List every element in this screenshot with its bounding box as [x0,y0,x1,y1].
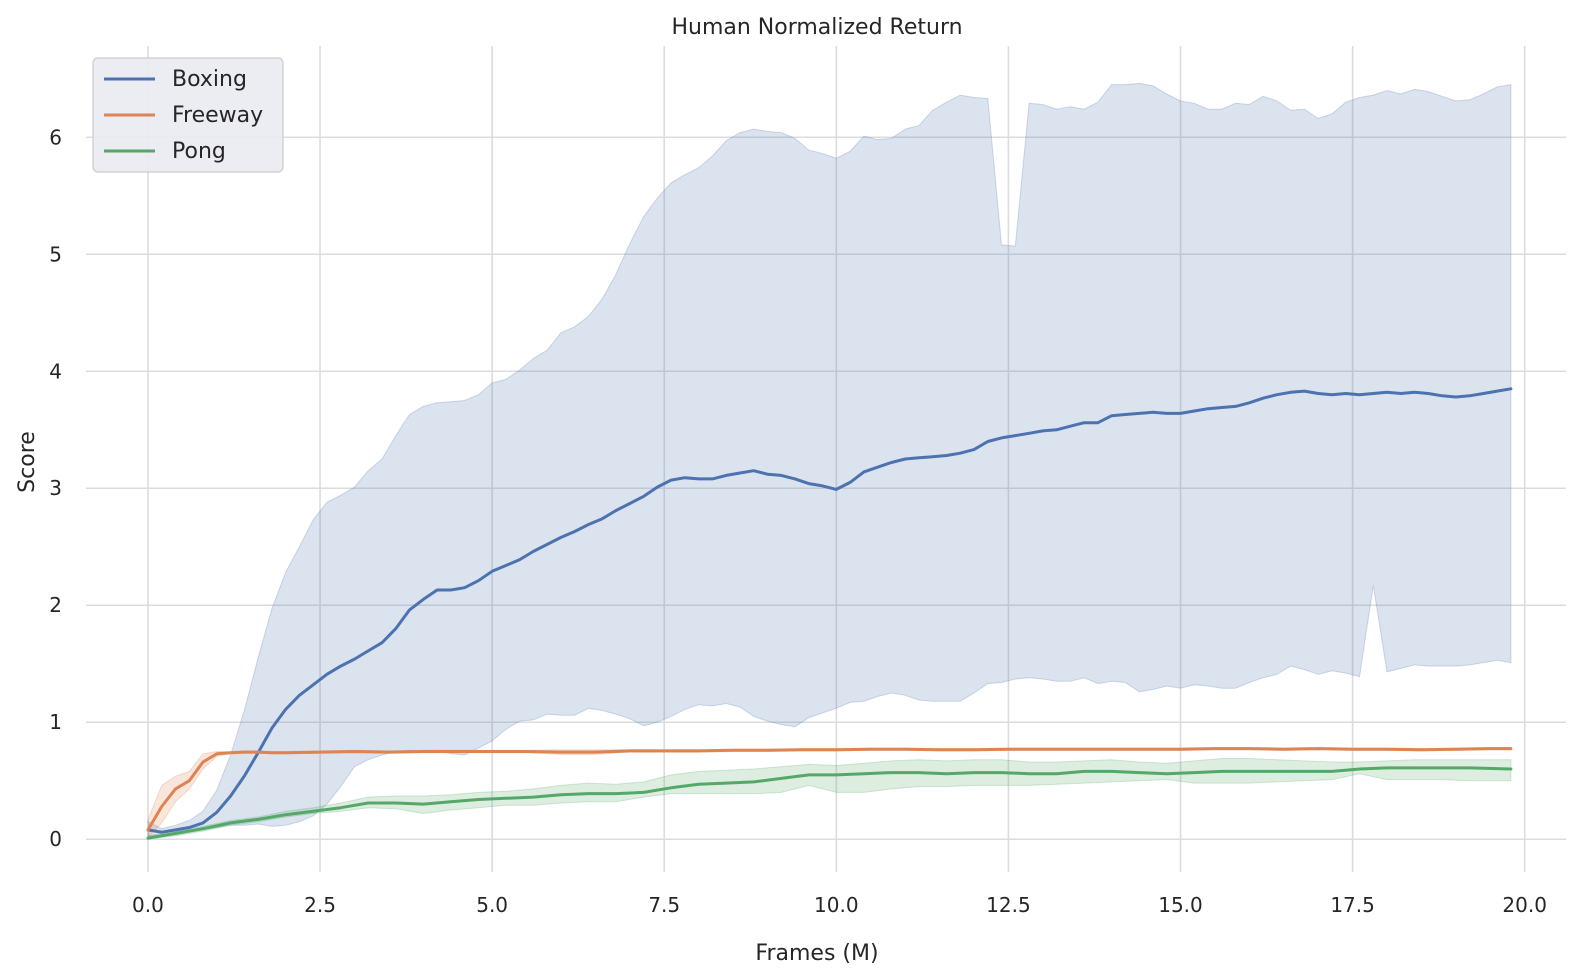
legend-box [92,57,284,173]
x-tick-label: 7.5 [648,893,680,917]
y-tick-label: 0 [49,827,62,851]
x-tick-label: 5.0 [476,893,508,917]
x-tick-label: 2.5 [304,893,336,917]
y-tick-label: 4 [49,359,62,383]
freeway-line [146,747,1513,832]
y-tick-label: 6 [49,125,62,149]
y-tick-label: 3 [49,476,62,500]
pong-line [146,766,1513,840]
series-lines [146,387,1513,840]
boxing-confidence-band [147,82,1512,837]
confidence-bands [147,82,1512,840]
y-tick-label: 1 [49,710,62,734]
x-tick-label: 10.0 [814,893,859,917]
y-tick-label: 5 [49,242,62,266]
y-axis-ticks: 0 1 2 3 4 5 6 [49,125,62,851]
x-axis-label: Frames (M) [755,941,878,966]
x-axis-ticks: 0.0 2.5 5.0 7.5 10.0 12.5 15.0 17.5 20.0 [132,893,1547,917]
x-tick-label: 15.0 [1158,893,1203,917]
x-tick-label: 20.0 [1502,893,1547,917]
boxing-line [146,387,1513,834]
legend-label-freeway: Freeway [172,103,263,128]
y-tick-label: 2 [49,593,62,617]
chart-title: Human Normalized Return [671,15,962,40]
y-axis-label: Score [15,431,40,493]
pong-confidence-band [147,758,1512,840]
x-tick-label: 0.0 [132,893,164,917]
legend-label-boxing: Boxing [172,67,247,92]
x-tick-label: 17.5 [1330,893,1375,917]
x-tick-label: 12.5 [986,893,1031,917]
legend-label-pong: Pong [172,139,226,164]
legend: Boxing Freeway Pong [92,57,284,173]
